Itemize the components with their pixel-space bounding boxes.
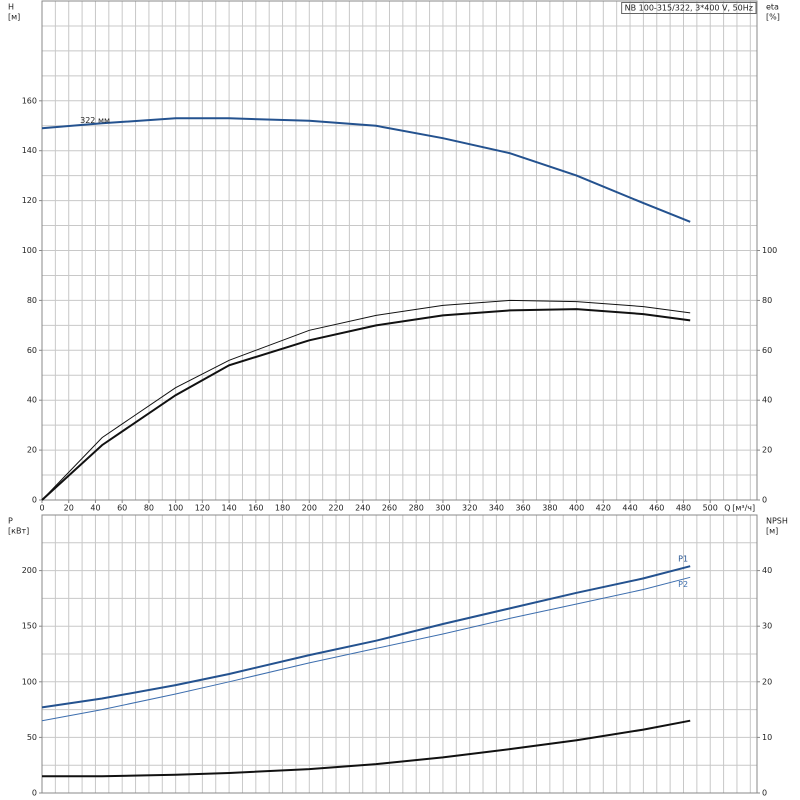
x-tick-label: 80 [144, 504, 154, 513]
x-tick-label: 440 [622, 504, 637, 513]
x-tick-label: 120 [195, 504, 210, 513]
y2-axis-label: eta [766, 3, 779, 12]
series-label: P2 [678, 580, 688, 589]
x-tick-label: 400 [569, 504, 584, 513]
y-tick-label: 0 [32, 789, 37, 798]
x-tick-label: 220 [328, 504, 343, 513]
x-tick-label: 180 [275, 504, 290, 513]
x-tick-label: 20 [64, 504, 74, 513]
y2-tick-label: 20 [762, 446, 772, 455]
y-tick-label: 60 [27, 346, 37, 355]
y2-tick-label: 100 [762, 246, 777, 255]
curve [42, 719, 691, 778]
x-tick-label: 300 [435, 504, 450, 513]
title-box [621, 2, 757, 14]
curve [41, 117, 691, 223]
y2-axis-label: NPSH [766, 517, 788, 526]
x-tick-label: 140 [221, 504, 236, 513]
chart-title: NB 100-315/322, 3*400 V, 50Hz [625, 4, 753, 13]
y-tick-label: 100 [22, 677, 37, 686]
x-tick-label: 380 [542, 504, 557, 513]
y2-tick-label: 40 [762, 566, 772, 575]
y-axis-label: H [8, 3, 14, 12]
y-tick-label: 80 [27, 296, 37, 305]
x-tick-label: 100 [168, 504, 183, 513]
x-tick-label: 40 [90, 504, 100, 513]
x-tick-label: 420 [596, 504, 611, 513]
y2-tick-label: 10 [762, 733, 772, 742]
y2-axis-unit: [м] [766, 527, 778, 536]
curve [41, 308, 691, 501]
series-label: P1 [678, 555, 688, 564]
y-tick-label: 120 [22, 196, 37, 205]
curve [41, 299, 691, 501]
y2-tick-label: 80 [762, 296, 772, 305]
curve [41, 576, 691, 722]
y-tick-label: 50 [27, 733, 37, 742]
y-tick-label: 160 [22, 96, 37, 105]
x-tick-label: 260 [382, 504, 397, 513]
y-tick-label: 200 [22, 566, 37, 575]
plot-frame [41, 514, 758, 794]
y2-tick-label: 0 [762, 789, 767, 798]
y2-tick-label: 40 [762, 396, 772, 405]
y-tick-label: 40 [27, 396, 37, 405]
x-tick-label: 320 [462, 504, 477, 513]
y-axis-unit: [кВт] [8, 527, 29, 536]
x-tick-label: 480 [676, 504, 691, 513]
y-axis-label: P [8, 517, 13, 526]
y-tick-label: 100 [22, 246, 37, 255]
y2-tick-label: 60 [762, 346, 772, 355]
y-axis-unit: [м] [8, 13, 20, 22]
y2-tick-label: 30 [762, 622, 772, 631]
y2-tick-label: 0 [762, 496, 767, 505]
x-tick-label: 500 [703, 504, 718, 513]
x-tick-label: 340 [489, 504, 504, 513]
x-tick-label: 240 [355, 504, 370, 513]
x-axis-unit: [м³/ч] [732, 504, 755, 513]
y2-tick-label: 20 [762, 677, 772, 686]
y-tick-label: 150 [22, 622, 37, 631]
x-tick-label: 360 [515, 504, 530, 513]
x-axis-label: Q [724, 504, 730, 513]
x-tick-label: 280 [409, 504, 424, 513]
y-tick-label: 140 [22, 146, 37, 155]
x-tick-label: 0 [39, 504, 44, 513]
y-tick-label: 20 [27, 446, 37, 455]
x-tick-label: 460 [649, 504, 664, 513]
x-tick-label: 60 [117, 504, 127, 513]
x-tick-label: 160 [248, 504, 263, 513]
curve-annotation: 322 мм [80, 116, 110, 125]
y2-axis-unit: [%] [766, 13, 780, 22]
x-tick-label: 200 [302, 504, 317, 513]
y-tick-label: 0 [32, 496, 37, 505]
curve [41, 565, 691, 709]
